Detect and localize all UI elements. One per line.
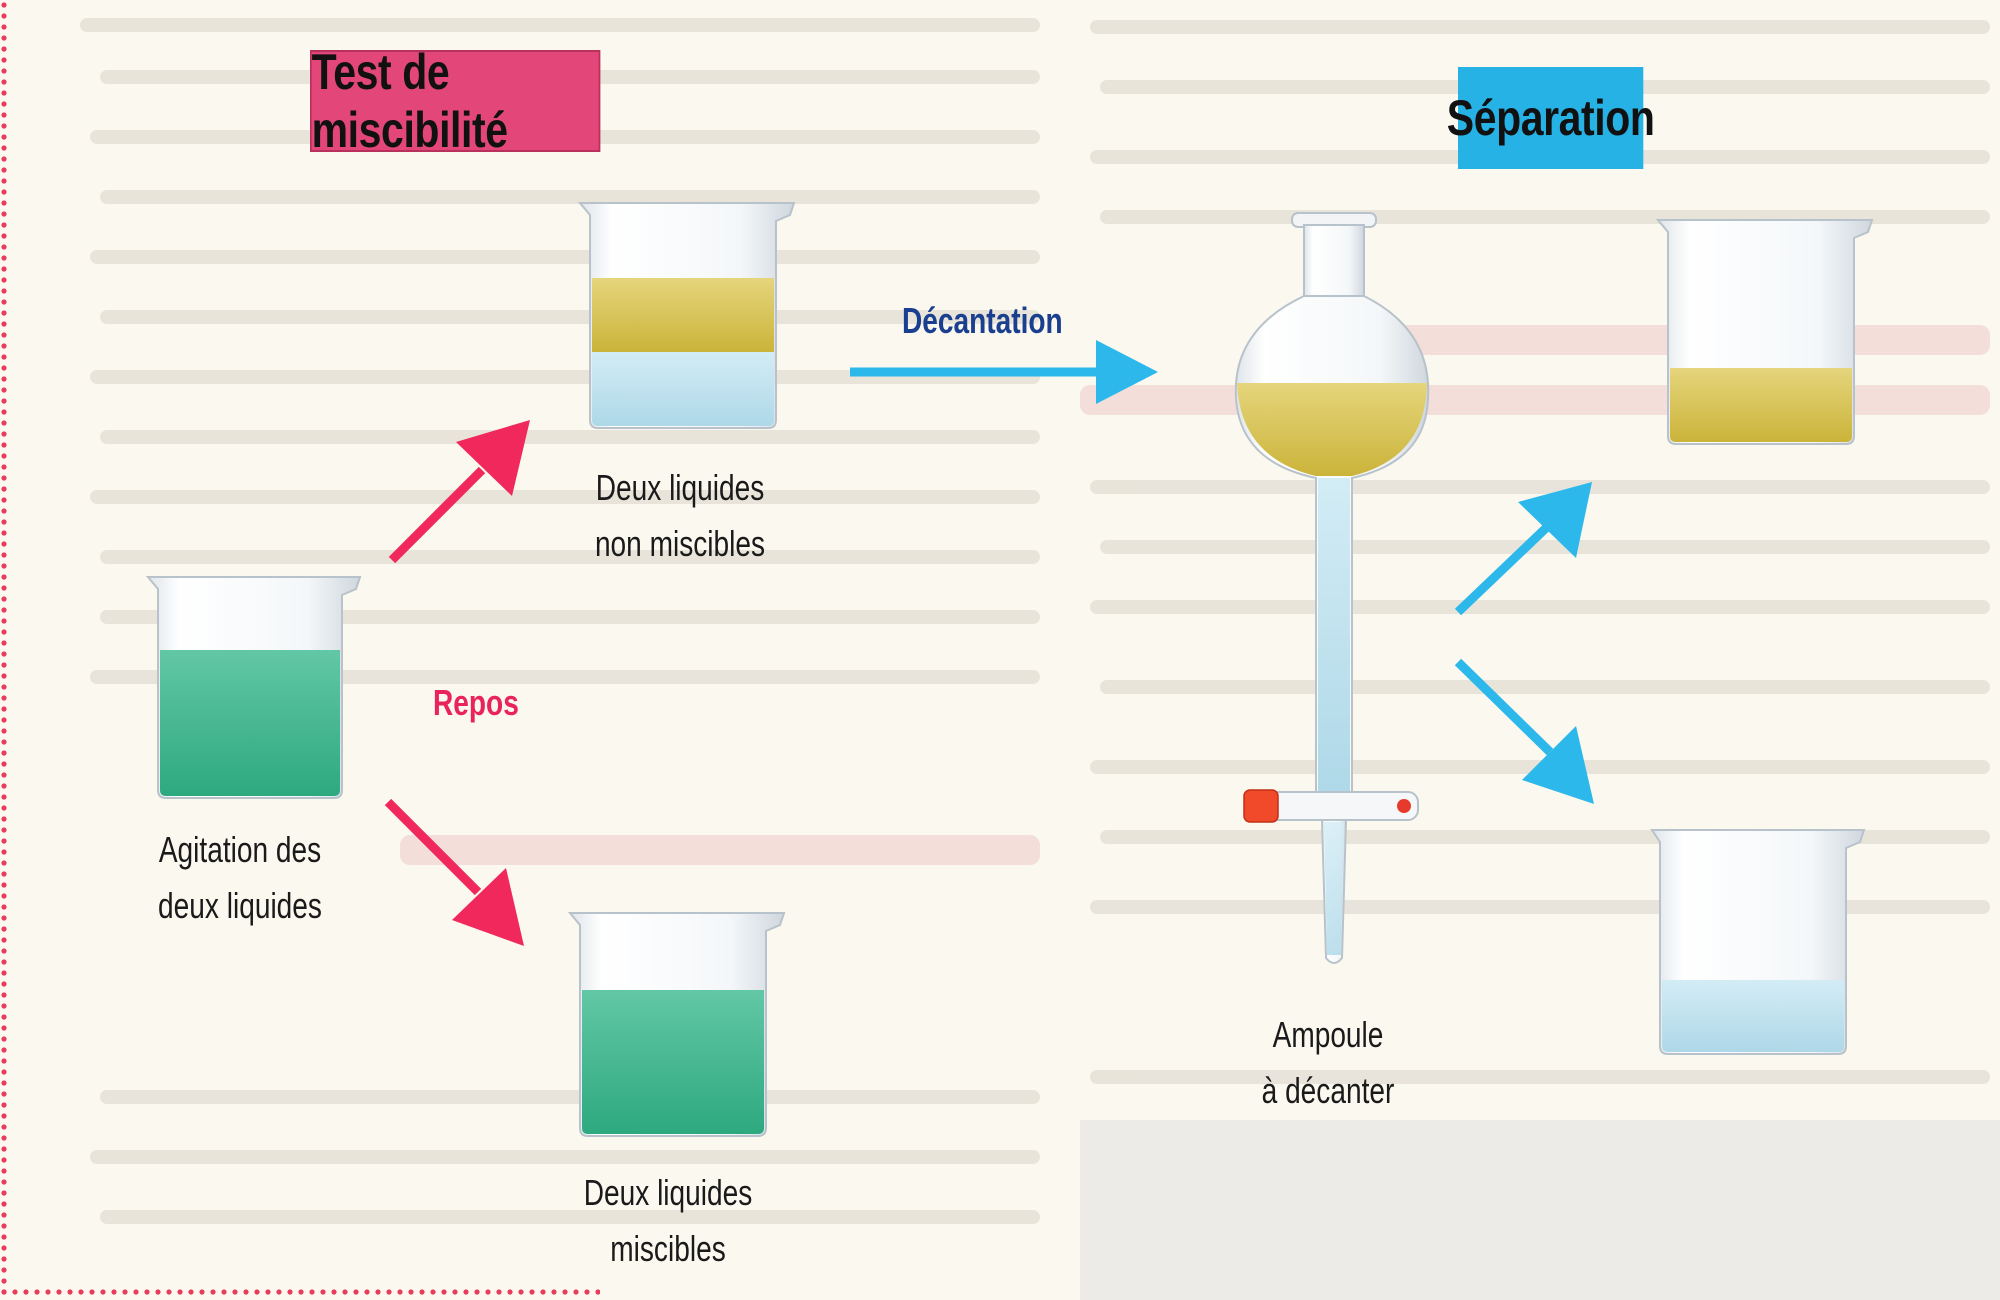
yellow-liquid-in-funnel: [1237, 383, 1427, 476]
green-liquid: [160, 650, 340, 796]
caption-immiscible-line1: Deux liquides: [595, 467, 765, 508]
arrow-down-to-miscible: [384, 798, 524, 946]
title-separation: Séparation: [1447, 67, 1655, 169]
caption-immiscible: Deux liquides non miscibles: [586, 460, 773, 572]
arrow-decantation: [850, 340, 1158, 404]
stopcock-valve: [1397, 799, 1411, 813]
beaker-agitation: [145, 576, 362, 799]
beaker-miscible: [567, 912, 786, 1137]
beaker-separated-yellow: [1655, 219, 1874, 445]
caption-agitation-line2: deux liquides: [158, 885, 322, 926]
caption-agitation-line1: Agitation des: [158, 829, 322, 870]
label-repos: Repos: [433, 682, 519, 723]
light-blue-liquid-in-stem: [1318, 478, 1350, 798]
arrow-up-to-yellow-beaker: [1454, 482, 1592, 616]
caption-miscible-line2: miscibles: [610, 1228, 726, 1269]
arrow-up-to-immiscible: [388, 420, 530, 564]
green-liquid: [582, 990, 764, 1134]
separatory-funnel: [1234, 212, 1430, 964]
dotted-bottom-border: [0, 1287, 600, 1299]
stopcock-handle: [1243, 789, 1279, 823]
yellow-liquid-layer: [592, 278, 774, 352]
dotted-left-border: [0, 0, 12, 1300]
caption-immiscible-line2: non miscibles: [594, 523, 766, 564]
beaker-separated-blue: [1650, 829, 1866, 1055]
caption-separatory-funnel: Ampoule à décanter: [1234, 1007, 1421, 1119]
caption-funnel-line1: Ampoule: [1272, 1014, 1384, 1055]
caption-agitation: Agitation des deux liquides: [146, 822, 333, 934]
light-blue-liquid: [1662, 980, 1844, 1052]
label-decantation: Décantation: [902, 300, 1063, 341]
caption-funnel-line2: à décanter: [1261, 1070, 1395, 1111]
caption-miscible: Deux liquides miscibles: [574, 1165, 761, 1277]
beaker-immiscible: [577, 202, 796, 429]
light-blue-liquid-layer: [592, 352, 774, 426]
arrow-down-to-blue-beaker: [1454, 658, 1594, 804]
caption-miscible-line1: Deux liquides: [583, 1172, 753, 1213]
grey-panel: [1080, 1120, 2000, 1300]
yellow-liquid: [1670, 368, 1852, 442]
title-miscibility-test: Test de miscibilité: [310, 44, 601, 158]
